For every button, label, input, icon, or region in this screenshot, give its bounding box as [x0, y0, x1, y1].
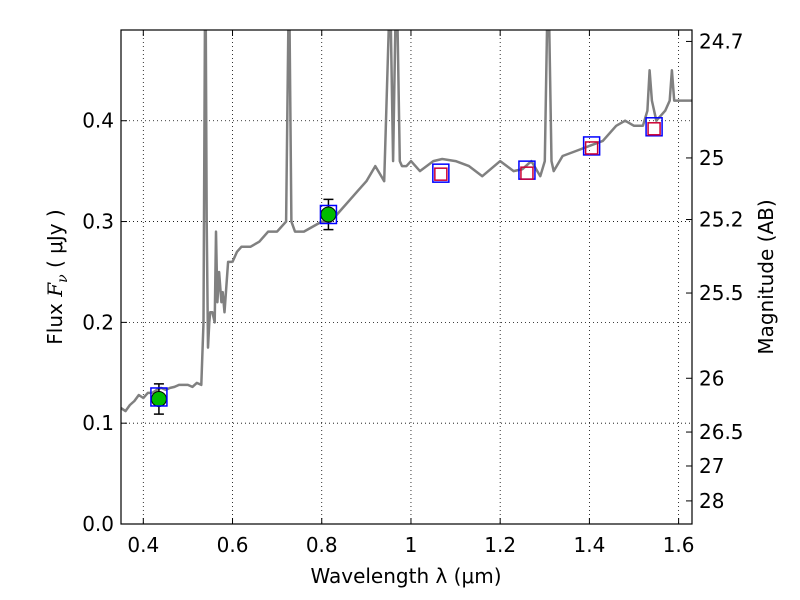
y-axis-label-unit: ( μJy ): [43, 209, 67, 274]
y-axis-label-left: Flux Fν ( μJy ): [43, 209, 71, 344]
template-spectrum-line: [121, 30, 692, 413]
x-tick-label: 1.6: [663, 533, 695, 557]
model-flux-square: [645, 117, 663, 137]
axis-ticks: 0.4 0.6 0.8 1 1.2 1.4 1.6 0.0 0.1 0.2 0.3 0.4 24.7 25…: [82, 29, 743, 557]
y-axis-label-symbol: F: [43, 282, 67, 298]
y-tick-label: 0.4: [82, 109, 114, 133]
y-axis-label-subscript: ν: [55, 274, 71, 283]
upper-limit-square: [647, 122, 661, 136]
detection-point: [320, 206, 337, 223]
mag-tick-label: 26: [699, 366, 724, 390]
y-tick-label: 0.1: [82, 411, 114, 435]
model-flux-square: [150, 387, 168, 407]
x-tick-label: 1: [405, 533, 418, 557]
model-flux-square: [582, 136, 601, 156]
y-tick-label: 0.2: [82, 310, 114, 334]
mag-tick-label: 26.5: [699, 420, 744, 444]
detection-point: [150, 390, 167, 407]
y-axis-label-prefix: Flux: [43, 297, 67, 345]
y-tick-label: 0.0: [82, 512, 114, 536]
upper-limit-square: [584, 141, 599, 155]
x-tick-label: 1.2: [484, 533, 516, 557]
upper-limit-square: [520, 166, 534, 180]
mag-tick-label: 28: [699, 489, 724, 513]
plot-area: [121, 30, 692, 415]
x-tick-label: 0.8: [306, 533, 338, 557]
mag-tick-label: 25.5: [699, 281, 744, 305]
x-tick-label: 0.6: [217, 533, 249, 557]
model-flux-square: [432, 163, 450, 183]
y-axis-label-right: Magnitude (AB): [754, 199, 778, 354]
mag-tick-label: 25: [699, 146, 724, 170]
x-tick-label: 0.4: [127, 533, 159, 557]
mag-tick-label: 24.7: [699, 29, 744, 53]
y-tick-label: 0.3: [82, 210, 114, 234]
mag-tick-label: 27: [699, 454, 724, 478]
axes-frame: [120, 29, 693, 525]
x-tick-label: 1.4: [573, 533, 605, 557]
model-flux-square: [319, 204, 338, 225]
upper-limit-square: [434, 167, 448, 181]
mag-tick-label: 25.2: [699, 208, 744, 232]
x-axis-label: Wavelength λ (μm): [310, 564, 501, 588]
